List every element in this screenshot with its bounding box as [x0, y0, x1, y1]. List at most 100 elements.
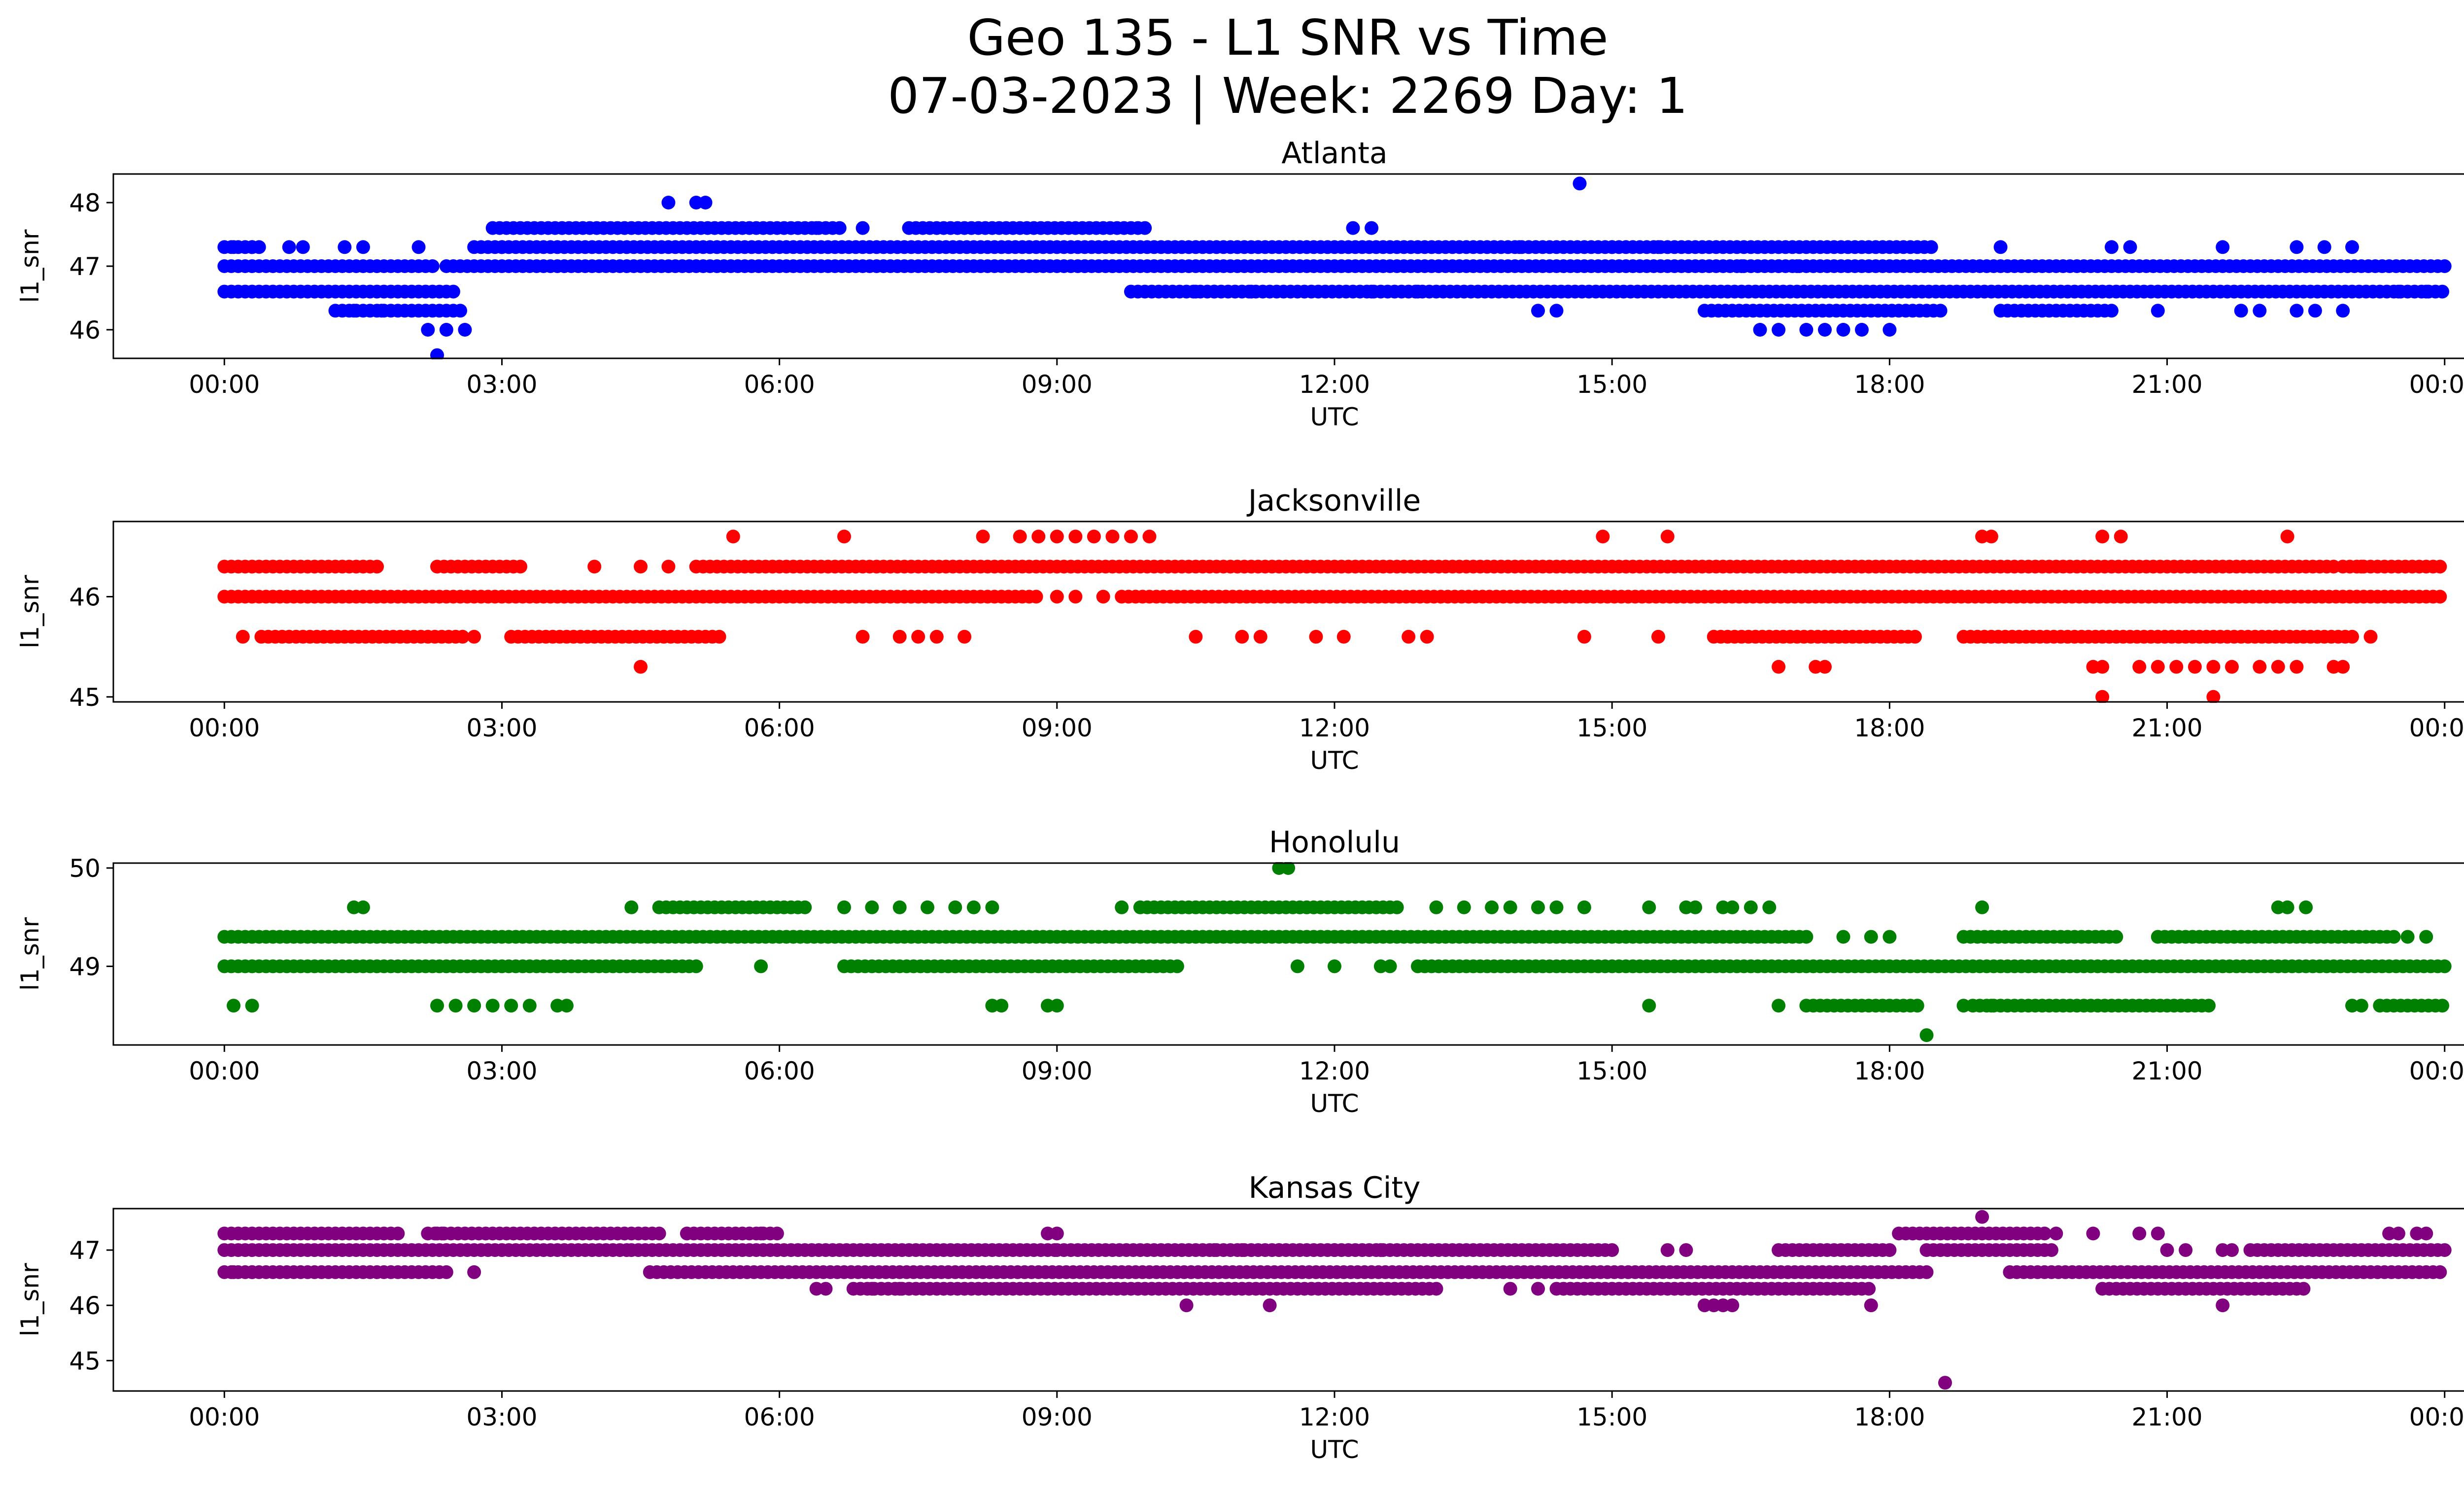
x-tick-label: 12:00 [1299, 714, 1370, 742]
data-point [453, 304, 467, 318]
data-point [1420, 629, 1434, 644]
data-point [1688, 900, 1703, 914]
data-point [2109, 930, 2123, 944]
data-point [1087, 529, 1101, 544]
data-point [2290, 660, 2304, 674]
data-points [217, 1210, 2452, 1390]
data-point [1383, 959, 1397, 973]
data-point [2308, 304, 2322, 318]
data-point [1744, 900, 1758, 914]
subplot-2: Jacksonville 00:00 03:00 06:00 09:00 12:00 15:… [16, 484, 2464, 775]
data-point [892, 629, 907, 644]
data-point [448, 999, 463, 1013]
data-point [1910, 999, 1924, 1013]
data-point [338, 240, 352, 254]
y-tick-label: 49 [69, 952, 101, 981]
data-point [1919, 1028, 1934, 1043]
data-point [2169, 660, 2184, 674]
subplot-1: Atlanta 00:00 03:00 06:00 09:00 12:00 15:00 18:… [16, 136, 2464, 431]
data-point [1050, 529, 1064, 544]
data-point [1263, 1298, 1277, 1313]
data-point [1512, 240, 1527, 254]
data-point [1735, 259, 1748, 273]
y-tick-label: 45 [69, 683, 101, 712]
data-point [1799, 930, 1814, 944]
data-point [1189, 284, 1203, 299]
data-point [892, 900, 907, 914]
data-point [1189, 629, 1203, 644]
data-point [2433, 590, 2447, 604]
data-point [1290, 959, 1304, 973]
data-point [865, 1282, 879, 1296]
x-tick-label: 21:00 [2131, 1057, 2202, 1085]
data-point [587, 559, 602, 574]
data-point [1429, 900, 1443, 914]
data-point [2151, 304, 2165, 318]
data-point [245, 1265, 259, 1279]
x-tick-label: 18:00 [1854, 1057, 1925, 1085]
subplot-title: Atlanta [1281, 136, 1387, 171]
data-point [347, 304, 361, 318]
data-point [2225, 660, 2239, 674]
data-point [467, 629, 481, 644]
x-tick-label: 21:00 [2131, 714, 2202, 742]
data-point [1328, 959, 1341, 973]
data-point [425, 259, 440, 273]
data-point [375, 304, 389, 318]
data-point [2299, 900, 2313, 914]
subplot-title: Honolulu [1269, 825, 1400, 860]
x-tick-label: 06:00 [744, 1057, 815, 1085]
data-point [1762, 900, 1777, 914]
data-point [1078, 259, 1092, 273]
data-point [1402, 629, 1416, 644]
data-point [356, 240, 370, 254]
data-point [2151, 660, 2165, 674]
data-point [2132, 1226, 2147, 1241]
x-tick-label: 00:00 [189, 1403, 260, 1431]
data-point [458, 323, 472, 337]
data-point [1725, 900, 1740, 914]
y-axis-label: l1_snr [16, 229, 44, 303]
x-tick-label: 18:00 [1854, 1403, 1925, 1431]
data-point [856, 629, 870, 644]
data-point [948, 900, 962, 914]
data-point [391, 1226, 405, 1241]
data-point [1142, 529, 1157, 544]
data-point [2419, 284, 2433, 299]
data-point [2271, 660, 2285, 674]
axes-frame [112, 862, 2464, 1046]
data-point [770, 1226, 784, 1241]
data-point [2280, 900, 2294, 914]
data-point [2336, 660, 2350, 674]
x-axis-label: UTC [1310, 746, 1359, 775]
x-tick-label: 15:00 [1576, 714, 1647, 742]
data-point [2363, 629, 2378, 644]
y-tick-label: 48 [69, 189, 101, 217]
data-point [356, 900, 370, 914]
data-point [1503, 900, 1517, 914]
data-point [1660, 529, 1675, 544]
data-point [2160, 1243, 2174, 1257]
data-point [485, 999, 500, 1013]
data-points [217, 862, 2452, 1043]
data-point [2086, 1226, 2100, 1241]
x-tick-label: 12:00 [1299, 1403, 1370, 1431]
data-point [1882, 323, 1897, 337]
data-point [2206, 690, 2221, 703]
data-point [1642, 900, 1656, 914]
data-point [1993, 240, 2008, 254]
data-point [1984, 529, 1998, 544]
x-tick-label: 15:00 [1576, 370, 1647, 399]
data-point [2095, 660, 2110, 674]
data-point [2132, 660, 2147, 674]
data-point [2253, 660, 2267, 674]
y-tick-label: 50 [69, 854, 101, 883]
data-point [2253, 304, 2267, 318]
data-point [1855, 323, 1869, 337]
data-point [2216, 1298, 2230, 1313]
data-point [2433, 1265, 2447, 1279]
data-point [1577, 900, 1591, 914]
x-tick-label: 09:00 [1022, 714, 1093, 742]
data-point [1115, 900, 1129, 914]
data-point [467, 1265, 481, 1279]
